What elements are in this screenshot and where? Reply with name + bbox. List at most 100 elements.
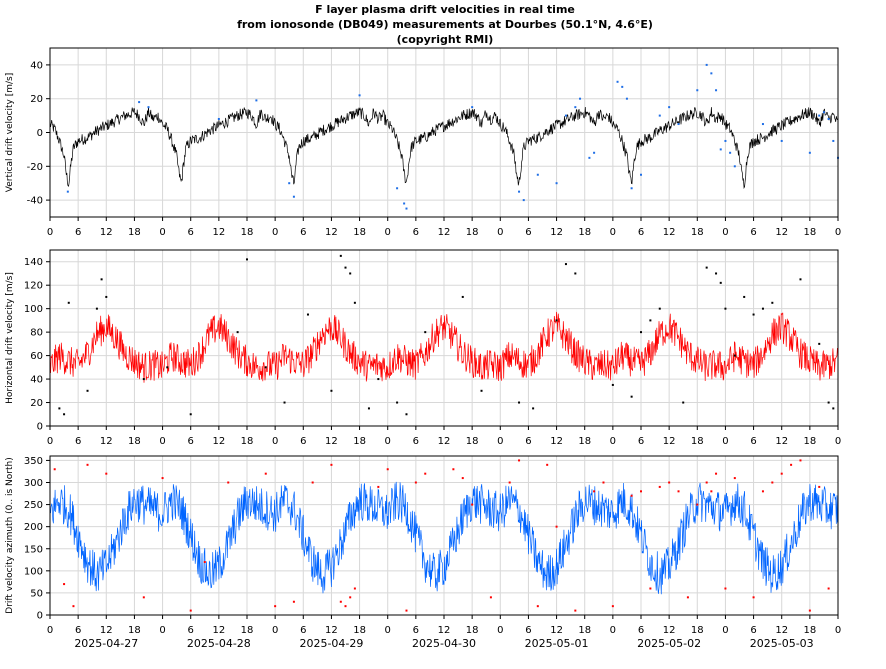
y-tick-label: 150	[24, 544, 43, 555]
data-point	[292, 600, 295, 603]
data-point	[574, 106, 577, 109]
data-point	[640, 490, 642, 493]
data-point	[67, 301, 70, 304]
y-tick-label: 100	[24, 566, 43, 577]
grid	[49, 48, 839, 217]
x-tick-label: 6	[188, 625, 194, 636]
data-point	[339, 254, 342, 257]
data-point	[710, 72, 713, 75]
x-tick-label: 0	[272, 625, 278, 636]
panel-3: 0 50 100 150 200 250 300 350 0 6 12 18 0 6 12 18 0 6 12 18 0…	[5, 455, 841, 636]
data-point	[536, 173, 539, 176]
data-point	[818, 114, 821, 117]
x-tick-label: 6	[638, 227, 644, 238]
y-tick-label: 350	[24, 456, 43, 467]
x-tick-label: 12	[663, 227, 676, 238]
data-point	[452, 468, 455, 471]
data-point	[142, 378, 145, 381]
x-tick-label: 6	[188, 227, 194, 238]
y-tick-label: 0	[37, 128, 43, 139]
x-tick-label: 18	[803, 625, 816, 636]
data-point	[63, 583, 66, 586]
x-tick-label: 6	[300, 436, 306, 447]
x-tick-label: 0	[610, 625, 616, 636]
x-tick-label: 18	[691, 227, 704, 238]
data-point	[489, 596, 492, 599]
x-tick-label: 18	[466, 436, 479, 447]
data-point	[53, 468, 56, 471]
x-tick-label: 12	[550, 625, 563, 636]
data-point	[58, 407, 61, 410]
date-label: 2025-05-01	[525, 637, 589, 650]
data-point	[518, 459, 521, 462]
data-point	[405, 609, 408, 612]
x-tick-label: 18	[578, 227, 591, 238]
data-point	[621, 85, 624, 88]
data-point	[574, 609, 577, 612]
y-tick-label: 20	[30, 94, 43, 105]
data-point	[353, 587, 356, 590]
data-point	[710, 490, 713, 493]
data-point	[593, 490, 596, 493]
data-point	[832, 139, 835, 142]
data-point	[95, 307, 98, 310]
x-tick-label: 6	[75, 436, 81, 447]
x-tick-label: 0	[722, 436, 728, 447]
x-tick-label: 0	[385, 436, 391, 447]
x-tick-label: 12	[100, 625, 113, 636]
data-point	[161, 477, 164, 480]
data-point	[724, 139, 727, 142]
data-point	[555, 182, 558, 185]
data-point	[827, 401, 830, 404]
data-point	[536, 605, 539, 608]
y-tick-label: 300	[24, 478, 43, 489]
x-tick-label: 0	[497, 625, 503, 636]
data-point	[546, 463, 549, 466]
data-point	[799, 459, 802, 462]
x-tick-label: 6	[525, 436, 531, 447]
date-label: 2025-04-27	[74, 637, 138, 650]
data-point	[733, 354, 736, 357]
data-point	[579, 97, 582, 100]
data-point	[574, 272, 577, 275]
data-point	[658, 485, 661, 488]
x-tick-label: 18	[241, 625, 254, 636]
x-tick-label: 18	[691, 625, 704, 636]
data-point	[761, 123, 764, 126]
data-point	[630, 395, 633, 398]
data-point	[367, 407, 370, 410]
y-axis-label: Horizontal drift velocity [m/s]	[5, 272, 15, 404]
data-point	[63, 413, 66, 416]
x-tick-label: 18	[353, 625, 366, 636]
data-point	[658, 114, 661, 117]
data-point	[405, 207, 408, 210]
panel-1: -40 -20 0 20 40 0 6 12 18 0 6 12 18 0 6 12 18 0 6 12 18 0 6 12 1…	[5, 47, 841, 238]
y-tick-label: 140	[24, 257, 43, 268]
data-point	[86, 389, 89, 392]
data-point	[649, 587, 652, 590]
data-point	[686, 596, 689, 599]
x-tick-label: 0	[385, 227, 391, 238]
data-point	[396, 401, 399, 404]
x-tick-label: 12	[775, 227, 788, 238]
data-point	[818, 485, 821, 488]
data-point	[771, 301, 774, 304]
data-point	[649, 319, 652, 322]
data-point	[344, 605, 347, 608]
x-tick-label: 0	[272, 227, 278, 238]
data-point	[330, 463, 333, 466]
data-point	[602, 481, 605, 484]
data-point	[715, 472, 718, 475]
x-tick-label: 18	[803, 227, 816, 238]
grid	[49, 456, 839, 616]
title-line-1: F layer plasma drift velocities in real …	[315, 3, 575, 16]
data-point	[424, 331, 427, 334]
data-point	[142, 596, 145, 599]
x-tick-label: 6	[300, 625, 306, 636]
x-tick-label: 18	[353, 227, 366, 238]
data-point	[349, 596, 352, 599]
data-point	[822, 111, 825, 114]
data-point	[424, 472, 427, 475]
data-point	[808, 151, 811, 154]
x-tick-label: 12	[100, 227, 113, 238]
